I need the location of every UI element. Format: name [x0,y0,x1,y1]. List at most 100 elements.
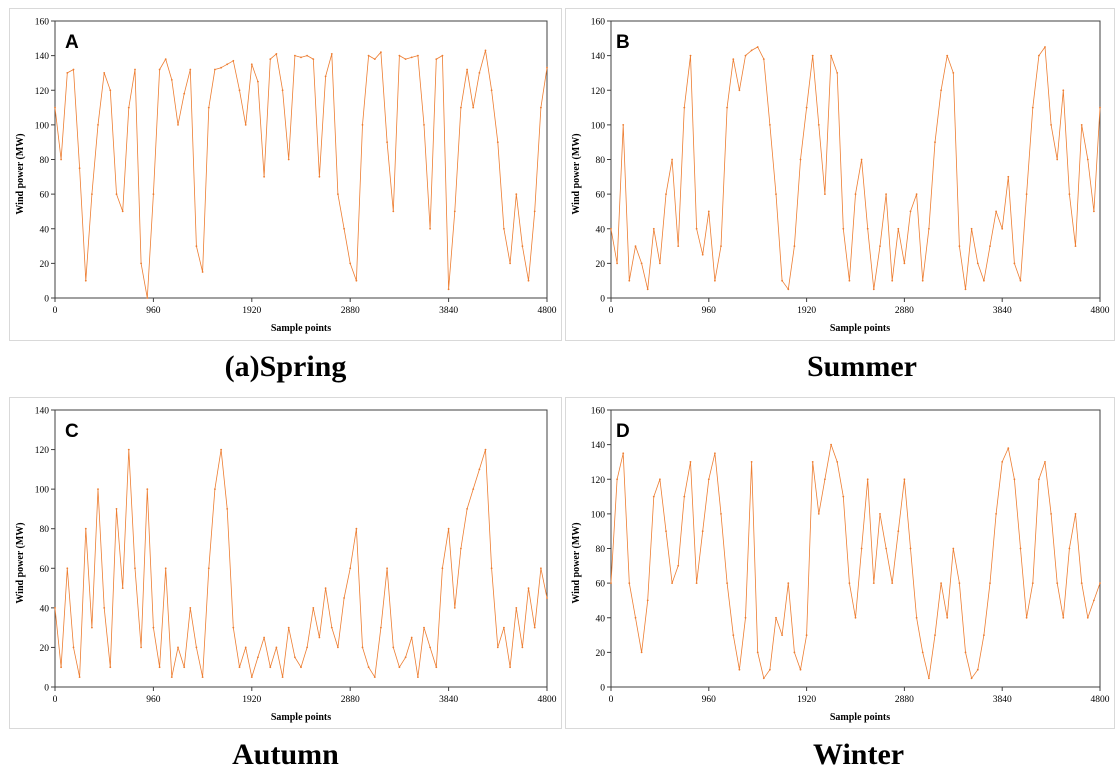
data-point [1044,461,1046,463]
data-point [921,279,924,282]
data-point [503,227,505,230]
data-point [903,478,906,481]
data-point [201,676,204,678]
y-tick-label: 120 [591,87,606,97]
data-point [738,668,741,671]
data-point [628,582,631,584]
data-point [460,106,462,109]
data-point [201,271,204,273]
x-axis-title: Sample points [830,712,890,723]
x-tick-label: 3840 [439,306,458,316]
data-point [263,175,265,178]
data-point [238,666,241,669]
y-tick-label: 60 [40,565,50,575]
data-point [1025,616,1028,619]
data-point [496,646,499,649]
data-point [460,547,462,550]
data-point [380,51,382,54]
data-point [811,461,814,463]
data-point [928,677,930,680]
data-point [707,210,710,213]
panel-letter: D [616,421,630,442]
data-point [367,666,370,669]
data-point [170,79,173,81]
data-point [934,634,936,636]
data-point [762,677,765,680]
y-tick-label: 100 [35,121,50,131]
y-tick-label: 0 [44,684,49,694]
data-point [622,124,625,126]
data-point [842,227,845,230]
data-point [817,513,820,515]
y-tick-label: 160 [35,18,50,28]
panel-caption-winter: Winter [813,738,905,771]
y-tick-label: 100 [35,486,50,496]
data-point [616,262,618,265]
data-point [1013,262,1016,265]
data-point [958,245,961,248]
panel-caption-spring: (a)Spring [224,350,347,383]
data-point [109,666,112,669]
data-point [484,49,487,52]
x-tick-label: 960 [702,306,717,316]
data-point [533,626,536,629]
data-point [417,676,419,678]
plot-area [54,20,548,299]
data-point [1001,461,1004,463]
data-point [244,124,247,126]
data-point [1068,193,1071,196]
data-point [958,582,961,584]
plot-area [610,409,1101,688]
data-point [257,80,259,83]
data-point [232,59,235,62]
data-point [1080,582,1083,584]
data-point [509,666,511,669]
data-point [738,89,741,92]
data-point [300,56,302,59]
data-point [127,106,130,109]
data-point [952,72,955,74]
data-point [976,262,979,265]
data-point [103,72,106,74]
data-point [940,89,942,92]
data-point [1019,279,1022,282]
data-point [1025,193,1028,196]
data-point [78,676,81,678]
data-point [934,141,936,144]
y-tick-label: 100 [591,510,606,520]
data-point [392,646,395,649]
panel-letter: B [616,32,630,53]
data-point [897,530,900,533]
data-point [891,279,894,282]
data-point [281,676,284,678]
data-point [164,567,167,570]
data-point [220,448,223,451]
data-point [226,63,229,66]
data-point [781,634,783,636]
y-tick-label: 60 [596,580,606,590]
data-point [995,513,997,515]
chart-svg-winter: D Wind power (MW) Sample points 0 20 40 60 8… [571,407,1110,724]
chart-panel-winter: D Wind power (MW) Sample points 0 20 40 60 8… [565,397,1115,729]
data-point [226,508,229,510]
data-point [872,582,875,584]
data-point [640,651,643,654]
data-point [521,646,524,649]
data-point [1056,158,1059,161]
chart-panel-autumn: C Wind power (MW) Sample points 0 20 40 60 8… [9,397,562,729]
data-point [824,478,826,481]
y-tick-label: 0 [600,295,605,305]
data-point [677,564,680,567]
data-point [472,106,475,109]
data-point [509,262,511,265]
data-point [306,646,308,649]
data-point [250,676,253,678]
data-point [903,262,906,265]
data-point [404,58,407,60]
chart-svg-spring: A Wind power (MW) Sample points 0 20 40 60 8… [15,18,557,335]
data-point [946,616,949,619]
data-point [854,193,857,196]
data-point [811,54,814,57]
data-point [1007,175,1010,178]
x-tick-label: 2880 [341,306,360,316]
